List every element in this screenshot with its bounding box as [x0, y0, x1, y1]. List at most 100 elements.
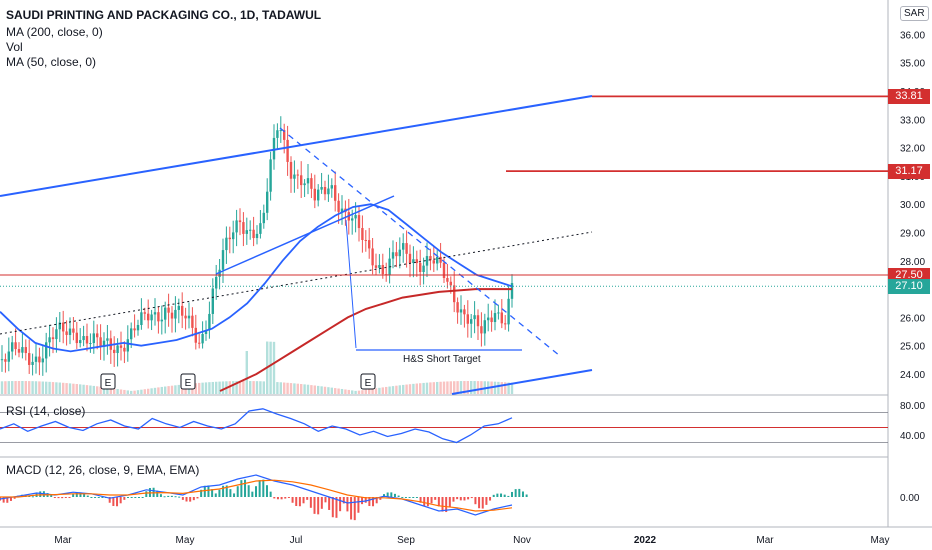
volume-bar	[470, 381, 473, 394]
candle-body	[432, 260, 435, 264]
price-tick-label: 32.00	[900, 144, 925, 155]
candle-body	[269, 159, 272, 192]
macd-histogram-bar	[404, 497, 407, 498]
candle-body	[0, 359, 4, 361]
macd-histogram-bar	[448, 497, 451, 508]
candle-body	[79, 340, 82, 344]
candle-body	[208, 313, 211, 331]
candle-body	[167, 307, 170, 313]
macd-histogram-bar	[181, 497, 184, 500]
macd-histogram-bar	[101, 497, 104, 498]
candle-body	[327, 188, 330, 195]
volume-bar	[340, 388, 344, 394]
volume-bar	[334, 388, 337, 394]
volume-bar	[466, 381, 469, 394]
macd-histogram-bar	[94, 497, 97, 498]
volume-bar	[45, 381, 48, 394]
volume-bar	[500, 382, 503, 394]
macd-histogram-bar	[258, 480, 261, 497]
candle-body	[266, 191, 269, 213]
candlesticks	[0, 116, 514, 376]
volume-bar	[310, 385, 313, 394]
time-tick-label: Nov	[513, 535, 531, 546]
macd-histogram-bar	[229, 489, 232, 497]
macd-histogram-bar	[174, 496, 177, 498]
macd-histogram-bar	[434, 497, 437, 500]
candle-body	[470, 319, 473, 324]
candle-body	[436, 256, 439, 264]
candle-body	[439, 256, 442, 263]
candle-body	[225, 237, 228, 251]
candle-body	[300, 175, 303, 186]
ma50-legend[interactable]: MA (50, close, 0)	[6, 55, 97, 69]
macd-histogram-bar	[244, 479, 247, 497]
volume-bar	[330, 387, 333, 394]
candle-body	[150, 314, 153, 321]
macd-histogram-bar	[170, 495, 173, 497]
volume-bar	[164, 386, 167, 394]
macd-histogram-bar	[265, 485, 268, 497]
price-tick-label: 25.00	[900, 342, 925, 353]
volume-bar	[425, 382, 429, 394]
macd-histogram-bar	[324, 497, 327, 503]
volume-bar	[11, 381, 14, 394]
candle-body	[238, 220, 242, 223]
macd-histogram-bar	[251, 491, 254, 497]
rsi-legend[interactable]: RSI (14, close)	[6, 404, 86, 418]
volume-bar	[123, 389, 126, 394]
macd-histogram-bar	[222, 485, 225, 497]
volume-bar	[286, 382, 289, 394]
candle-body	[45, 342, 48, 359]
volume-bar	[374, 388, 378, 394]
earnings-marker-label: E	[365, 378, 372, 389]
time-tick-label: May	[871, 535, 890, 546]
volume-bar	[215, 381, 218, 394]
macd-histogram-bar	[276, 497, 279, 500]
earnings-marker-label: E	[185, 378, 192, 389]
candle-body	[378, 265, 381, 268]
volume-bar	[293, 383, 296, 394]
volume-bar	[38, 381, 41, 394]
volume-bar	[269, 341, 272, 394]
earnings-marker	[180, 373, 196, 390]
projection-arrow	[345, 219, 357, 349]
candle-body	[164, 307, 167, 320]
candle-body	[255, 233, 259, 239]
macd-histogram-bar	[72, 494, 75, 497]
candle-body	[174, 309, 177, 319]
macd-histogram-bar	[372, 497, 375, 507]
volume-bar	[456, 381, 459, 394]
candle-body	[136, 325, 140, 331]
volume-legend[interactable]: Vol	[6, 40, 23, 54]
volume-bar	[14, 381, 17, 394]
volume-bar	[106, 387, 109, 394]
macd-histogram-bar	[474, 497, 477, 505]
candle-body	[408, 253, 412, 264]
price-badge: 33.81	[888, 89, 930, 105]
candle-body	[187, 315, 191, 319]
macd-legend[interactable]: MACD (12, 26, close, 9, EMA, EMA)	[6, 463, 200, 477]
macd-histogram-bar	[196, 497, 199, 499]
volume-bar	[0, 381, 4, 394]
macd-histogram-bar	[375, 497, 378, 504]
candle-body	[55, 329, 58, 340]
candle-body	[153, 312, 157, 315]
volume-bar	[381, 387, 384, 394]
candle-body	[504, 323, 507, 325]
volume-bar	[235, 381, 238, 394]
macd-histogram-bar	[53, 497, 56, 498]
ma200-legend[interactable]: MA (200, close, 0)	[6, 25, 103, 39]
candle-body	[218, 269, 221, 277]
candle-body	[21, 347, 24, 353]
volume-bar	[320, 386, 323, 394]
macd-histogram-bar	[368, 497, 371, 506]
candle-body	[500, 312, 503, 324]
candle-body	[313, 188, 316, 201]
candle-body	[221, 250, 225, 270]
volume-bar	[351, 390, 354, 394]
volume-bar	[289, 383, 293, 394]
price-tick-label: 36.00	[900, 30, 925, 41]
volume-bar	[136, 390, 140, 394]
currency-button[interactable]: SAR	[900, 6, 929, 21]
macd-histogram-bar	[61, 497, 64, 499]
